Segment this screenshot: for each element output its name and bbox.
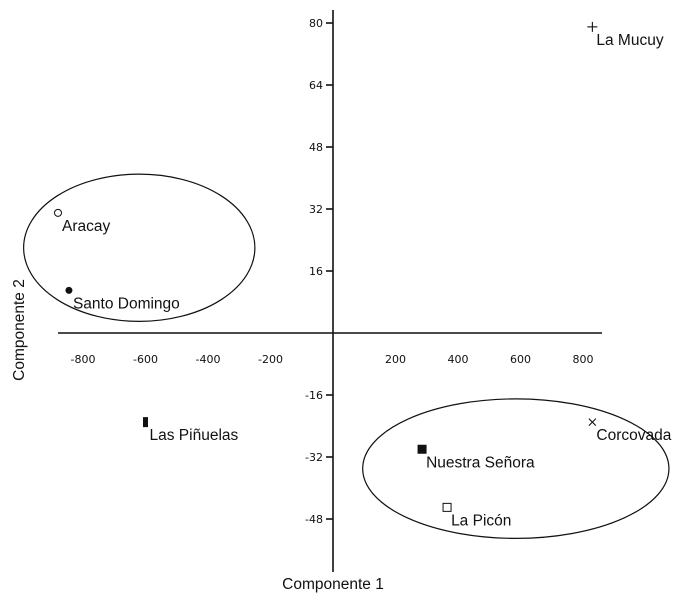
data-point: Nuestra Señora bbox=[417, 444, 535, 471]
data-point: La Picón bbox=[442, 502, 511, 529]
data-point: La Mucuy bbox=[587, 21, 664, 49]
tick-marks: -800 -600 -400 -200 200 400 600 800 80 64 48 32 16 -1… bbox=[71, 17, 594, 526]
point-label: La Mucuy bbox=[596, 32, 663, 49]
point-label: Las Piñuelas bbox=[150, 427, 239, 444]
point-marker bbox=[65, 286, 73, 294]
x-axis-title: Componente 1 bbox=[282, 576, 384, 593]
data-point: Las Piñuelas bbox=[143, 417, 239, 444]
point-marker bbox=[442, 502, 452, 512]
y-tick-label: 64 bbox=[309, 79, 323, 92]
y-tick-label: 16 bbox=[309, 265, 323, 278]
point-label: Nuestra Señora bbox=[426, 454, 535, 471]
point-label: Aracay bbox=[62, 218, 110, 235]
y-axis-title: Componente 2 bbox=[11, 279, 28, 381]
x-tick-label: -200 bbox=[258, 353, 283, 366]
x-tick-label: -800 bbox=[71, 353, 96, 366]
cluster-ellipse bbox=[362, 398, 670, 539]
x-tick-label: 200 bbox=[385, 353, 406, 366]
x-tick-label: -400 bbox=[196, 353, 221, 366]
data-point: Corcovada bbox=[588, 418, 672, 444]
point-marker bbox=[143, 417, 148, 428]
y-tick-label: 80 bbox=[309, 17, 323, 30]
data-point: Aracay bbox=[54, 208, 110, 235]
point-marker bbox=[417, 444, 427, 454]
y-tick-label: -48 bbox=[305, 513, 323, 526]
y-tick-label: -32 bbox=[305, 451, 323, 464]
point-marker bbox=[54, 208, 62, 217]
y-tick-label: 48 bbox=[309, 141, 323, 154]
point-label: Santo Domingo bbox=[73, 295, 180, 312]
data-point: Santo Domingo bbox=[65, 286, 180, 312]
y-tick-label: -16 bbox=[305, 389, 323, 402]
x-tick-label: 800 bbox=[573, 353, 594, 366]
point-label: Corcovada bbox=[596, 427, 671, 444]
point-label: La Picón bbox=[451, 512, 511, 529]
point-marker bbox=[588, 418, 597, 427]
y-tick-label: 32 bbox=[309, 203, 323, 216]
x-tick-label: 600 bbox=[510, 353, 531, 366]
data-points: La Mucuy Aracay Santo Domingo Las Piñuelas C… bbox=[54, 21, 672, 529]
x-tick-label: -600 bbox=[133, 353, 158, 366]
axes bbox=[58, 10, 602, 572]
x-tick-label: 400 bbox=[448, 353, 469, 366]
cluster-ellipses bbox=[23, 173, 670, 539]
cluster-ellipse bbox=[23, 173, 256, 322]
